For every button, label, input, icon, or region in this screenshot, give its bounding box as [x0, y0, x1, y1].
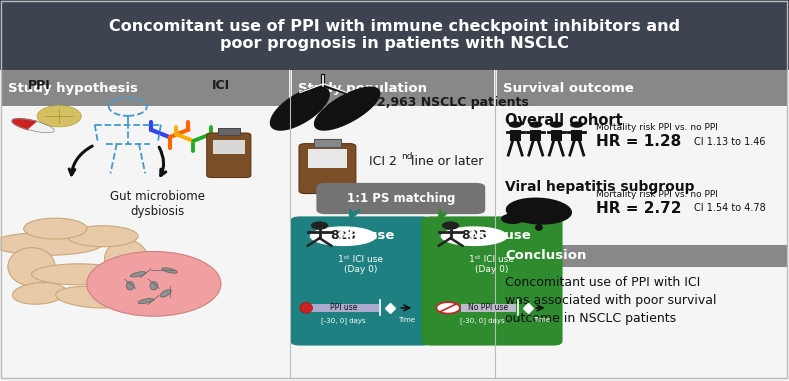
- Polygon shape: [271, 87, 329, 130]
- Circle shape: [37, 106, 81, 127]
- FancyBboxPatch shape: [299, 144, 356, 194]
- FancyBboxPatch shape: [290, 216, 432, 346]
- Text: Time: Time: [398, 317, 415, 323]
- Text: Concomitant use of PPI with immune checkpoint inhibitors and
poor prognosis in p: Concomitant use of PPI with immune check…: [109, 19, 680, 51]
- FancyBboxPatch shape: [316, 183, 485, 214]
- Text: CI 1.13 to 1.46: CI 1.13 to 1.46: [694, 137, 766, 147]
- Ellipse shape: [309, 226, 376, 246]
- Text: ICI 2: ICI 2: [369, 155, 397, 168]
- Ellipse shape: [104, 240, 148, 278]
- FancyBboxPatch shape: [571, 130, 582, 141]
- Circle shape: [529, 122, 542, 128]
- Circle shape: [509, 122, 522, 128]
- FancyBboxPatch shape: [218, 128, 240, 135]
- Ellipse shape: [126, 282, 134, 290]
- Ellipse shape: [56, 287, 133, 308]
- FancyBboxPatch shape: [510, 130, 521, 141]
- Polygon shape: [28, 122, 54, 133]
- Text: nd: nd: [402, 152, 413, 161]
- Ellipse shape: [148, 282, 159, 290]
- Ellipse shape: [158, 291, 174, 296]
- Ellipse shape: [0, 232, 103, 255]
- Text: HR = 1.28: HR = 1.28: [596, 134, 681, 149]
- FancyBboxPatch shape: [530, 130, 541, 141]
- Ellipse shape: [13, 283, 66, 304]
- Text: 2,963 NSCLC patients: 2,963 NSCLC patients: [377, 96, 529, 109]
- Polygon shape: [315, 87, 380, 130]
- FancyBboxPatch shape: [0, 0, 789, 70]
- Text: Gut microbiome
dysbiosis: Gut microbiome dysbiosis: [110, 190, 205, 218]
- Text: 823: 823: [330, 229, 356, 242]
- Ellipse shape: [440, 226, 508, 246]
- Text: 1ˢᵗ ICI use
(Day 0): 1ˢᵗ ICI use (Day 0): [469, 255, 514, 274]
- Polygon shape: [12, 119, 38, 130]
- Text: Mortality risk PPI vs. no PPI: Mortality risk PPI vs. no PPI: [596, 123, 717, 132]
- Text: CI 1.54 to 4.78: CI 1.54 to 4.78: [694, 203, 766, 213]
- FancyBboxPatch shape: [292, 70, 494, 106]
- Text: Survival outcome: Survival outcome: [503, 82, 634, 94]
- Circle shape: [87, 251, 221, 316]
- Text: ICI: ICI: [212, 79, 230, 92]
- Ellipse shape: [67, 226, 138, 247]
- Text: line or later: line or later: [407, 155, 484, 168]
- Circle shape: [442, 221, 459, 230]
- Ellipse shape: [129, 272, 147, 276]
- Text: No PPI use: No PPI use: [469, 303, 508, 312]
- FancyBboxPatch shape: [314, 139, 341, 147]
- Text: [-30, 0] days: [-30, 0] days: [460, 317, 504, 324]
- Text: 1:1 PS matching: 1:1 PS matching: [346, 192, 455, 205]
- FancyBboxPatch shape: [308, 304, 379, 312]
- Text: PPI use: PPI use: [330, 303, 357, 312]
- Text: 1ˢᵗ ICI use
(Day 0): 1ˢᵗ ICI use (Day 0): [338, 255, 383, 274]
- FancyBboxPatch shape: [497, 70, 787, 106]
- Ellipse shape: [32, 264, 126, 285]
- FancyBboxPatch shape: [2, 70, 289, 106]
- Ellipse shape: [300, 303, 312, 313]
- FancyBboxPatch shape: [497, 245, 787, 267]
- Text: Non-use: Non-use: [469, 229, 531, 242]
- FancyBboxPatch shape: [213, 140, 245, 154]
- Circle shape: [311, 221, 328, 230]
- Text: Concomitant use of PPI with ICI
was associated with poor survival
outcome in NSC: Concomitant use of PPI with ICI was asso…: [505, 276, 716, 325]
- Circle shape: [550, 122, 563, 128]
- Text: 823: 823: [461, 229, 487, 242]
- Text: HR = 2.72: HR = 2.72: [596, 201, 681, 216]
- Text: Study population: Study population: [298, 82, 427, 94]
- Text: Overall cohort: Overall cohort: [505, 113, 623, 128]
- Text: Mortality risk PPI vs. no PPI: Mortality risk PPI vs. no PPI: [596, 190, 717, 199]
- Text: PPI use: PPI use: [339, 229, 394, 242]
- Ellipse shape: [120, 267, 163, 297]
- Text: Study hypothesis: Study hypothesis: [8, 82, 138, 94]
- Text: PPI: PPI: [28, 79, 50, 92]
- Ellipse shape: [506, 197, 572, 225]
- FancyBboxPatch shape: [207, 133, 251, 178]
- Ellipse shape: [501, 213, 525, 224]
- Text: Time: Time: [533, 317, 550, 323]
- FancyBboxPatch shape: [308, 149, 347, 168]
- Circle shape: [570, 122, 583, 128]
- Text: Viral hepatitis subgroup: Viral hepatitis subgroup: [505, 180, 694, 194]
- FancyBboxPatch shape: [421, 216, 563, 346]
- Text: [-30, 0] days: [-30, 0] days: [321, 317, 365, 324]
- Ellipse shape: [8, 248, 55, 286]
- FancyBboxPatch shape: [551, 130, 562, 141]
- Ellipse shape: [166, 266, 174, 275]
- Ellipse shape: [142, 297, 150, 305]
- FancyBboxPatch shape: [461, 304, 516, 312]
- Text: Conclusion: Conclusion: [505, 249, 586, 262]
- Ellipse shape: [535, 224, 543, 231]
- Circle shape: [436, 302, 460, 314]
- Ellipse shape: [24, 218, 87, 239]
